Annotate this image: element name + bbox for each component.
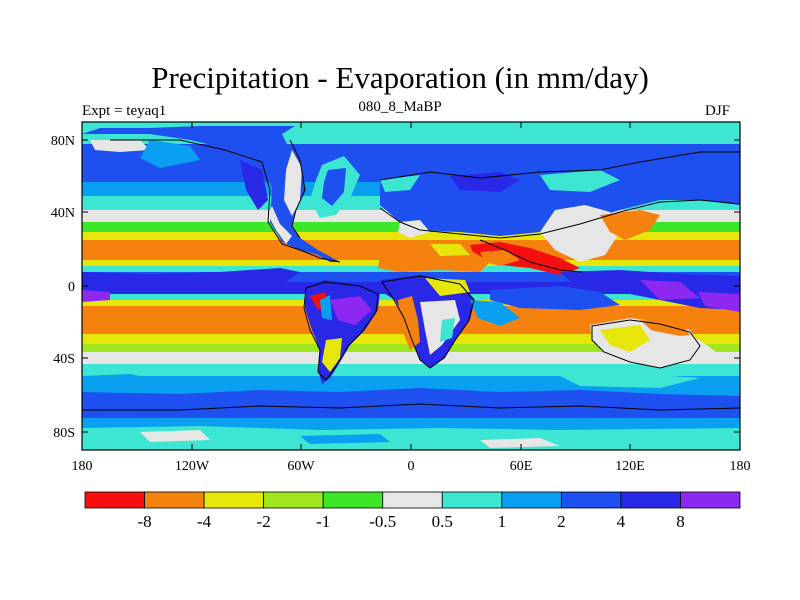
- colorbar-label: 0.5: [432, 512, 453, 531]
- colorbar-swatch: [382, 491, 443, 509]
- precip-evap-field: [82, 122, 740, 450]
- colorbar-swatch: [441, 491, 503, 509]
- colorbar-swatch: [322, 491, 384, 509]
- colorbar-label: 1: [498, 512, 507, 531]
- lon-tick-label: 180: [72, 459, 93, 474]
- colorbar: -8 -4 -2 -1 -0.5 0.5 1 2 4 8: [84, 491, 741, 531]
- lon-tick-label: 120W: [175, 459, 210, 474]
- lon-tick-label: 60E: [510, 459, 533, 474]
- colorbar-swatch: [203, 491, 265, 509]
- latitude-ticks: 80N 40N 0 40S 80S: [51, 134, 740, 441]
- longitude-ticks: 180 120W 60W 0 60E 120E 180: [72, 122, 751, 474]
- colorbar-swatch: [560, 491, 622, 509]
- lat-tick-label: 80N: [51, 134, 75, 149]
- lat-tick-label: 0: [68, 280, 75, 295]
- colorbar-label: -4: [197, 512, 212, 531]
- colorbar-label: -2: [257, 512, 271, 531]
- lon-tick-label: 0: [408, 459, 415, 474]
- lon-tick-label: 120E: [615, 459, 645, 474]
- colorbar-swatch: [263, 491, 324, 509]
- colorbar-label: 8: [676, 512, 685, 531]
- experiment-label: Expt = teyaq1: [82, 103, 167, 119]
- plot-title: Precipitation - Evaporation (in mm/day): [151, 60, 649, 95]
- lon-tick-label: 60W: [287, 459, 315, 474]
- lat-tick-label: 40S: [53, 352, 75, 367]
- lat-tick-label: 40N: [51, 206, 75, 221]
- colorbar-label: -1: [316, 512, 330, 531]
- season-label: DJF: [704, 103, 730, 119]
- colorbar-swatch: [680, 491, 741, 509]
- lon-tick-label: 180: [730, 459, 751, 474]
- colorbar-swatch: [620, 491, 681, 509]
- colorbar-label: 4: [617, 512, 626, 531]
- colorbar-swatch: [501, 491, 562, 509]
- lat-tick-label: 80S: [53, 426, 75, 441]
- colorbar-swatch: [84, 491, 145, 509]
- colorbar-label: -0.5: [369, 512, 396, 531]
- colorbar-swatch: [144, 491, 205, 509]
- colorbar-label: -8: [137, 512, 151, 531]
- period-label: 080_8_MaBP: [358, 99, 442, 115]
- colorbar-label: 2: [557, 512, 566, 531]
